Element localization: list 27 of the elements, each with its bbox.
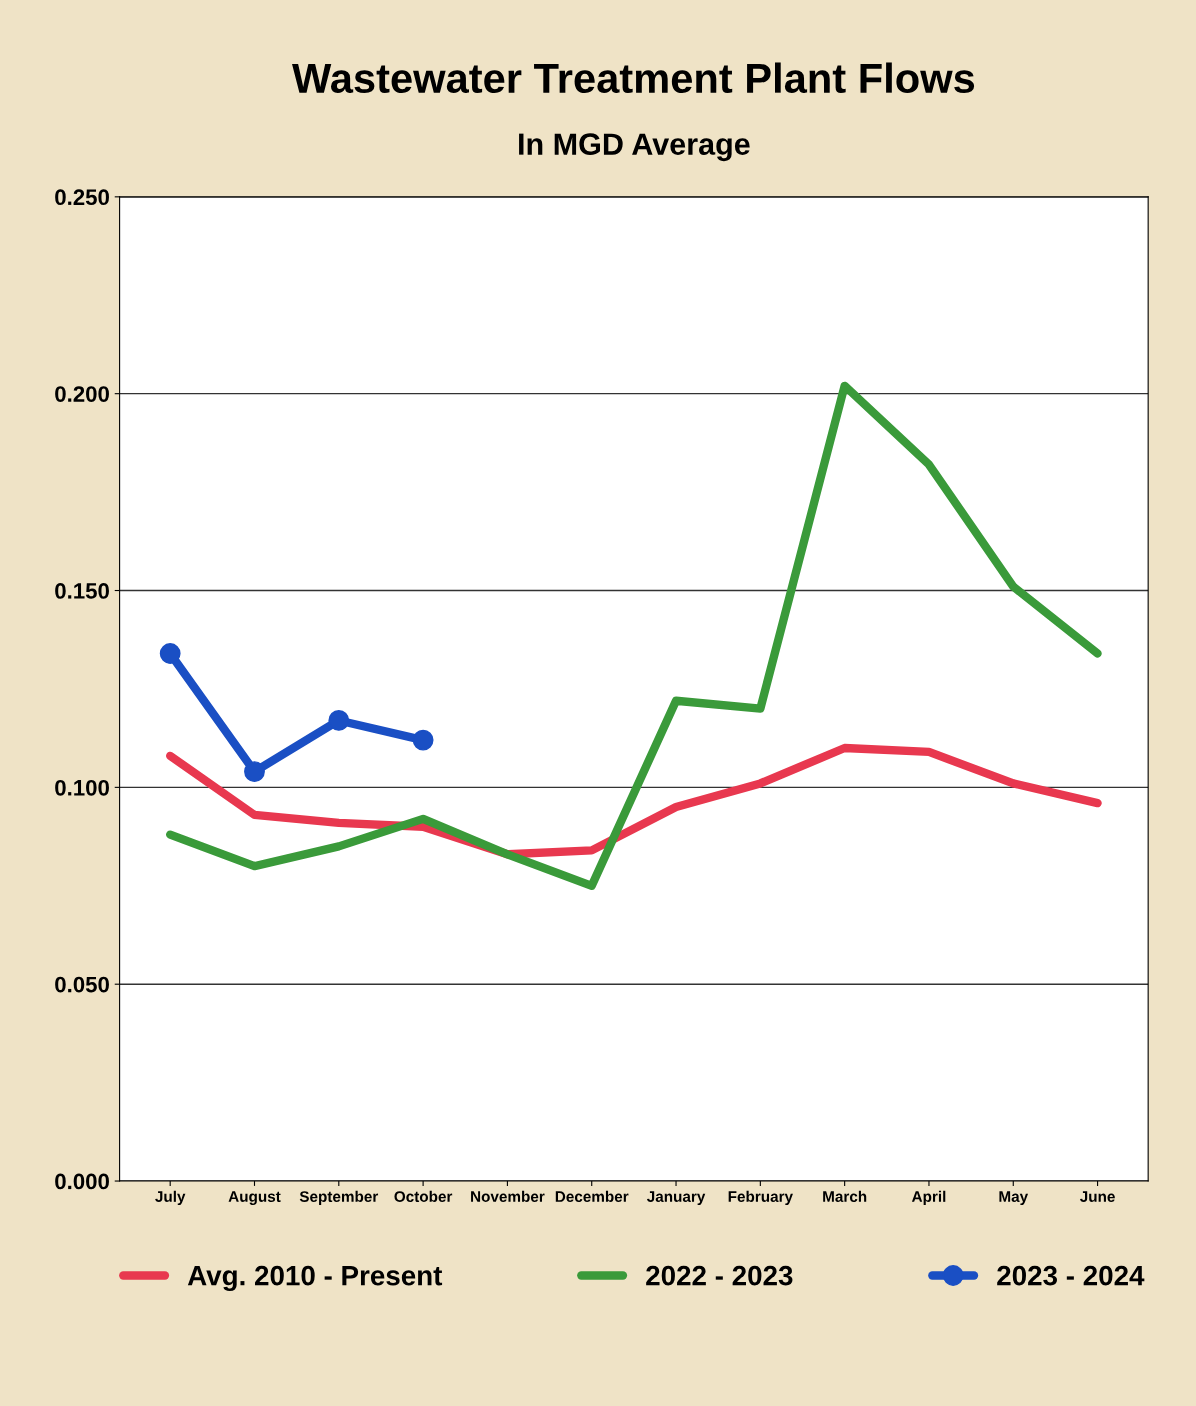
point — [244, 761, 265, 783]
y-tick-label: 0.150 — [55, 583, 109, 599]
point — [412, 729, 434, 751]
chart-title: Wastewater Treatment Plant Flows — [292, 62, 975, 94]
legend-label: Avg. 2010 - Present — [187, 1265, 443, 1292]
legend-label: 2023 - 2024 — [997, 1265, 1145, 1286]
x-tick-label: October — [394, 1190, 453, 1202]
y-tick-label: 0.100 — [55, 779, 109, 796]
x-tick-label: May — [999, 1191, 1029, 1205]
x-tick-label: November — [471, 1190, 545, 1202]
legend-label: 2022 - 2023 — [646, 1265, 793, 1286]
y-tick-label: 0.000 — [55, 1173, 109, 1190]
x-tick-label: August — [228, 1191, 281, 1205]
point — [159, 643, 181, 664]
chart-subtitle: In MGD Average — [519, 133, 750, 162]
y-tick-label: 0.250 — [55, 189, 109, 206]
x-tick-label: December — [555, 1190, 629, 1202]
x-tick-label: September — [299, 1190, 379, 1205]
x-tick-label: January — [646, 1191, 706, 1205]
x-tick-label: April — [911, 1190, 946, 1205]
y-tick-label: 0.050 — [55, 976, 109, 993]
point — [328, 710, 350, 731]
x-tick-label: March — [823, 1190, 867, 1202]
x-tick-label: July — [155, 1190, 186, 1205]
x-tick-label: February — [728, 1190, 793, 1205]
x-tick-label: June — [1079, 1191, 1115, 1202]
y-tick-label: 0.200 — [55, 386, 109, 402]
